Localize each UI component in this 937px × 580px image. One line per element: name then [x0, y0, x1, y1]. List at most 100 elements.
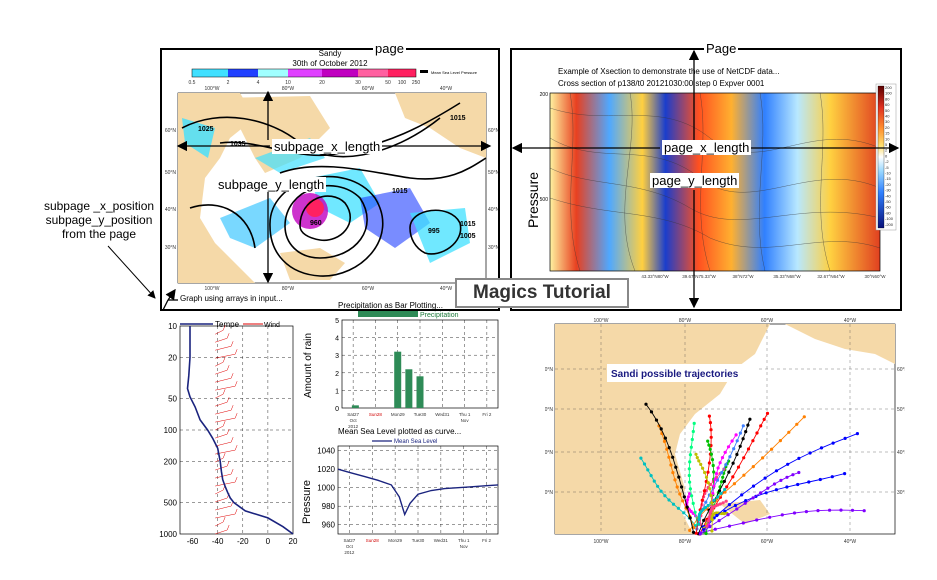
precip-xtick-sub: Nov — [461, 418, 470, 423]
trajectory-line — [702, 473, 845, 528]
traj-lat-right: 30°N — [897, 490, 905, 496]
trajectory-point — [804, 510, 808, 514]
colorbar-tick: -2 — [885, 159, 889, 164]
wind-barb — [215, 425, 224, 431]
map-lon-top: 40°W — [440, 86, 453, 92]
colorbar-tick: -100 — [885, 216, 894, 221]
precip-bar — [394, 351, 402, 408]
trajectory-point — [704, 531, 708, 536]
trajectory-point — [688, 528, 692, 532]
trajectory-point — [779, 478, 783, 482]
traj-lat-left: 50°N — [545, 407, 553, 413]
trajectory-point — [791, 473, 795, 477]
msl-xtick: Sat27 — [344, 538, 356, 543]
trajectory-point — [709, 493, 713, 498]
map-lon-bottom: 100°W — [204, 286, 219, 292]
legend-tick: 4 — [257, 80, 260, 86]
wind-barb-flag — [222, 389, 226, 395]
trajectory-point — [723, 487, 727, 492]
trajectory-point — [830, 475, 834, 479]
wind-barb — [215, 441, 232, 447]
trajectory-point — [698, 532, 702, 536]
precip-xtick-sub: Oct — [350, 418, 358, 423]
trajectory-point — [649, 410, 654, 414]
trajectory-point — [723, 509, 727, 513]
trajectory-point — [639, 456, 643, 460]
isobar-label: 995 — [428, 228, 440, 235]
msl-ytick: 1020 — [317, 465, 335, 474]
trajectory-point — [674, 465, 678, 469]
page-x-length-label: page_x_length — [662, 140, 752, 155]
trajectory-point — [738, 431, 742, 435]
map-lat-left: 60°N — [165, 128, 177, 134]
traj-lon-bottom: 100°W — [593, 539, 608, 545]
trajectory-point — [662, 439, 667, 443]
tephi-panel: Tempe Wind 10 20 50 100 200 500 1000 -60 -40 -20… — [158, 312, 303, 552]
trajectory-point — [755, 518, 759, 522]
trajectory-point — [649, 474, 653, 478]
map-lon-top: 80°W — [282, 86, 295, 92]
wind-barb — [215, 497, 228, 503]
trajectory-point — [719, 491, 723, 495]
trajectory-point — [710, 458, 715, 462]
traj-lat-right: 40°N — [897, 450, 905, 456]
trajectory-point — [735, 439, 739, 443]
wind-barb — [215, 345, 232, 351]
wind-barb-flag — [230, 373, 234, 379]
map-lon-top: 100°W — [204, 86, 219, 92]
trajectory-point — [713, 527, 717, 531]
tephi-temp-curve — [186, 326, 294, 535]
trajectory-point — [708, 487, 712, 491]
colorbar-tick: 60 — [885, 102, 890, 107]
trajectory-point — [755, 431, 759, 435]
legend-tick: 10 — [285, 80, 291, 86]
wind-barb-flag — [222, 516, 226, 523]
trajectory-point — [743, 501, 747, 505]
trajectory-svg: Sandi possible trajectories 100°W 80°W 60°… — [545, 318, 905, 545]
trajectory-point — [721, 501, 725, 505]
traj-lat-right: 60°N — [897, 367, 905, 373]
tephi-xtick: -20 — [237, 537, 249, 546]
trajectory-point — [667, 498, 671, 502]
wind-barb-flag — [226, 397, 230, 403]
trajectory-point — [759, 491, 763, 495]
traj-lon-top: 60°W — [761, 318, 774, 324]
isobar-label: 1005 — [460, 233, 476, 240]
precip-ylabel: Amount of rain — [303, 333, 314, 398]
trajectory-point — [751, 465, 755, 469]
precip-patches — [182, 118, 470, 263]
traj-lon-bottom: 60°W — [761, 539, 774, 545]
page-y-length-label: page_y_length — [650, 173, 740, 188]
trajectory-point — [690, 494, 694, 498]
trajectory-point — [712, 484, 716, 488]
trajectory-point — [659, 489, 663, 493]
map-lat-right: 40°N — [488, 207, 500, 213]
trajectory-point — [720, 471, 724, 475]
traj-lat-right: 50°N — [897, 407, 905, 413]
trajectory-point — [770, 447, 774, 451]
trajectory-point — [702, 489, 706, 493]
legend-note: Mean Sea Level Pressure — [431, 70, 478, 75]
tephi-xtick: 20 — [289, 537, 298, 546]
map-lon-bottom: 80°W — [282, 286, 295, 292]
trajectory-point — [763, 476, 767, 480]
trajectory-point — [693, 510, 697, 514]
wind-barb-flag — [226, 460, 230, 467]
tephi-ytick: 100 — [164, 426, 178, 435]
wind-barb-flag — [226, 333, 230, 339]
position-note-line-1: subpage _x_position — [43, 199, 155, 213]
trajectory-point — [751, 484, 756, 488]
trajectory-point — [708, 447, 712, 451]
sandy-date: 30th of October 2012 — [292, 59, 368, 68]
trajectory-point — [688, 516, 692, 520]
trajectory-point — [751, 496, 755, 500]
trajectory-point — [751, 439, 755, 443]
trajectory-point — [642, 462, 647, 466]
wind-barb — [215, 521, 224, 527]
precip-legend: Precipitation — [420, 312, 459, 319]
sandy-title: Sandy — [319, 49, 342, 58]
trajectory-point — [718, 461, 722, 465]
trajectory-point — [656, 484, 660, 488]
legend-tick: 20 — [319, 80, 325, 86]
colorbar-tick: 20 — [885, 125, 890, 130]
